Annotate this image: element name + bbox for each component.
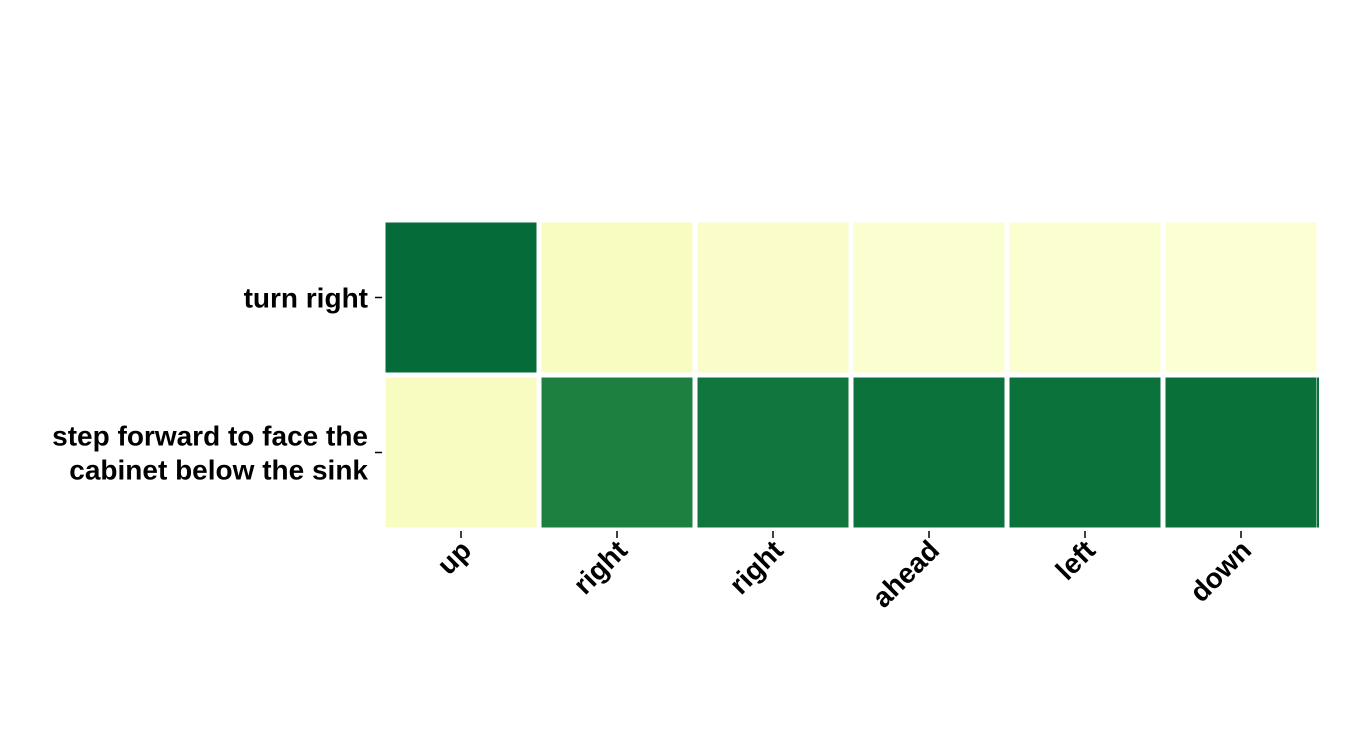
x-tick-label: down — [1184, 534, 1258, 608]
heatmap-cell — [541, 222, 693, 373]
x-tick-label: up — [431, 534, 477, 580]
y-axis: turn right step forward to face the cabine… — [52, 283, 382, 486]
heatmap-cell — [853, 222, 1005, 373]
x-tick-label: right — [723, 534, 789, 600]
y-tick-label: turn right — [244, 283, 368, 314]
x-tick-label: right — [567, 534, 633, 600]
heatmap-cell — [853, 377, 1005, 528]
heatmap-cell — [697, 222, 849, 373]
heatmap-cell — [385, 222, 537, 373]
x-tick-label: ahead — [866, 534, 945, 613]
heatmap-cell — [1165, 222, 1317, 373]
y-tick-label: step forward to face the cabinet below th… — [52, 421, 368, 486]
heatmap-cell — [697, 377, 849, 528]
heatmap-edge — [1317, 377, 1319, 528]
heatmap-cells — [385, 222, 1319, 528]
x-axis: up right right ahead left down — [431, 531, 1257, 613]
x-tick-label: left — [1050, 534, 1102, 586]
heatmap-cell — [385, 377, 537, 528]
heatmap-cell — [1165, 377, 1317, 528]
heatmap-cell — [1009, 377, 1161, 528]
heatmap-cell — [1009, 222, 1161, 373]
heatmap-cell — [541, 377, 693, 528]
